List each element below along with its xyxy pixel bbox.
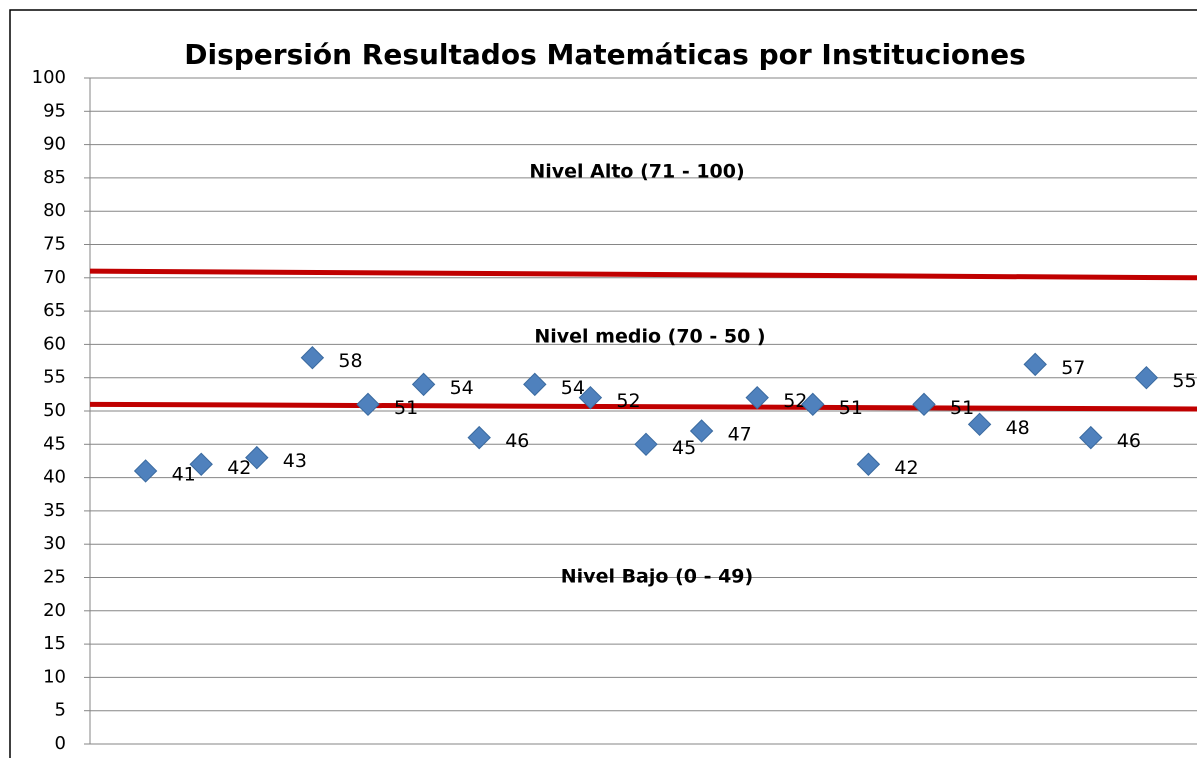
- y-tick-label: 30: [43, 533, 66, 554]
- data-label: 42: [894, 457, 918, 479]
- data-label: 45: [672, 437, 696, 459]
- y-tick-label: 20: [43, 600, 66, 621]
- marker: [745, 385, 769, 410]
- y-tick-label: 5: [55, 700, 66, 721]
- data-label: 41: [172, 463, 196, 485]
- y-tick-label: 95: [43, 100, 66, 121]
- data-label: 52: [616, 390, 640, 412]
- y-tick-label: 85: [43, 167, 66, 188]
- data-label: 55: [1172, 370, 1196, 392]
- y-tick-label: 75: [43, 234, 66, 255]
- marker: [967, 412, 992, 437]
- reference-line: [89, 268, 1197, 281]
- chart-frame: [9, 9, 1197, 758]
- data-label: 48: [1006, 417, 1030, 439]
- y-tick-label: 60: [43, 333, 66, 354]
- marker: [856, 452, 881, 476]
- marker: [467, 425, 491, 450]
- y-tick-label: 10: [43, 666, 66, 687]
- y-tick-label: 50: [43, 400, 66, 421]
- marker: [689, 419, 714, 443]
- marker: [801, 392, 825, 417]
- marker: [1079, 425, 1103, 450]
- data-label: 54: [561, 377, 585, 399]
- y-tick-label: 25: [43, 567, 66, 588]
- data-label: 58: [338, 350, 362, 372]
- marker: [1023, 352, 1047, 377]
- marker: [523, 372, 547, 397]
- marker: [356, 392, 380, 417]
- marker: [133, 459, 158, 483]
- y-tick-label: 35: [43, 500, 66, 521]
- y-tick-label: 55: [43, 367, 66, 388]
- data-label: 51: [394, 397, 418, 419]
- y-tick-label: 100: [32, 67, 66, 88]
- chart-title: Dispersión Resultados Matemáticas por In…: [184, 38, 1026, 71]
- annotation: Nivel Alto (71 - 100): [529, 161, 744, 183]
- marker: [1134, 365, 1159, 390]
- marker: [189, 452, 213, 476]
- data-label: 51: [839, 397, 863, 419]
- data-label: 46: [505, 430, 529, 452]
- annotation: Nivel medio (70 - 50 ): [534, 326, 765, 348]
- marker: [300, 346, 325, 370]
- annotation: Nivel Bajo (0 - 49): [561, 566, 753, 588]
- data-label: 54: [450, 377, 474, 399]
- y-tick-label: 15: [43, 633, 66, 654]
- y-tick-label: 65: [43, 300, 66, 321]
- data-label: 46: [1117, 430, 1141, 452]
- marker: [912, 392, 936, 417]
- reference-line: [89, 401, 1197, 412]
- marker: [634, 432, 658, 457]
- marker: [578, 385, 603, 410]
- y-tick-label: 90: [43, 134, 66, 155]
- marker: [245, 445, 269, 470]
- y-tick-label: 80: [43, 200, 66, 221]
- marker: [411, 372, 436, 397]
- data-label: 57: [1061, 357, 1085, 379]
- y-tick-label: 70: [43, 267, 66, 288]
- data-label: 47: [728, 423, 752, 445]
- y-tick-label: 0: [55, 733, 66, 754]
- data-label: 51: [950, 397, 974, 419]
- data-label: 52: [783, 390, 807, 412]
- y-tick-label: 40: [43, 467, 66, 488]
- data-label: 43: [283, 450, 307, 472]
- data-label: 42: [227, 457, 251, 479]
- y-tick-label: 45: [43, 433, 66, 454]
